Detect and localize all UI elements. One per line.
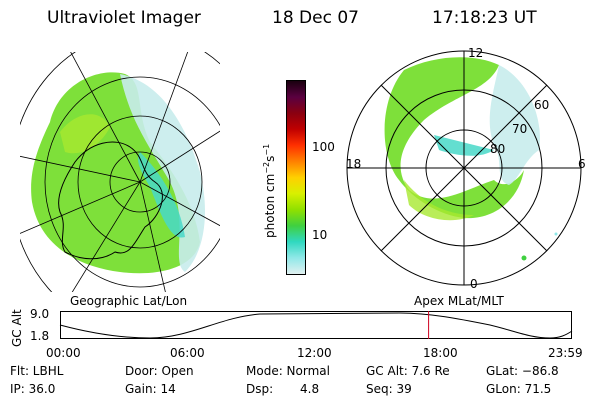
- mlt-label-12: 12: [468, 46, 484, 60]
- geo-panel-caption: Geographic Lat/Lon: [70, 294, 188, 308]
- xtick-2359: 23:59: [548, 346, 583, 360]
- altitude-ylabel: GC Alt: [10, 309, 24, 347]
- polar-map: [346, 50, 582, 286]
- mlat-label-60: 60: [534, 98, 550, 112]
- xtick-1800: 18:00: [423, 346, 458, 360]
- status-dsp-value: 4.8: [300, 382, 320, 396]
- mlt-label-0: 0: [470, 277, 478, 291]
- xtick-0600: 06:00: [170, 346, 205, 360]
- status-gain: Gain: 14: [125, 382, 176, 396]
- colorbar-unit-label: photon cm−2s−1: [262, 144, 277, 238]
- status-filter: Flt: LBHL: [10, 364, 64, 378]
- status-ip: IP: 36.0: [10, 382, 56, 396]
- mlat-label-70: 70: [512, 122, 528, 136]
- status-door: Door: Open: [125, 364, 194, 378]
- mlat-label-80: 80: [490, 142, 506, 156]
- xtick-0000: 00:00: [46, 346, 81, 360]
- status-seq: Seq: 39: [366, 382, 412, 396]
- unit-mid: s: [263, 155, 277, 162]
- altitude-ymin: 1.8: [30, 329, 50, 343]
- polar-aurora-region: [384, 57, 524, 219]
- altitude-curve: [59, 312, 573, 339]
- mlt-label-18: 18: [346, 157, 362, 171]
- colorbar-tick-100: 100: [312, 140, 335, 154]
- instrument-title: Ultraviolet Imager: [47, 8, 201, 28]
- unit-exp2: −1: [262, 143, 271, 156]
- altitude-plot: [59, 311, 573, 339]
- status-dsp-label: Dsp:: [246, 382, 274, 396]
- polar-panel-caption: Apex MLat/MLT: [414, 294, 504, 308]
- status-glon: GLon: 71.5: [486, 382, 552, 396]
- colorbar: [286, 80, 306, 275]
- xtick-1200: 12:00: [297, 346, 332, 360]
- time-label: 17:18:23 UT: [432, 8, 537, 28]
- unit-base: photon cm: [263, 173, 277, 238]
- altitude-ymax: 9.0: [30, 307, 50, 321]
- mlt-label-6: 6: [578, 157, 586, 171]
- continent-outline: [58, 141, 163, 260]
- colorbar-tick-10: 10: [312, 228, 328, 242]
- geographic-map: [20, 52, 220, 292]
- status-glat: GLat: −86.8: [486, 364, 559, 378]
- date-label: 18 Dec 07: [272, 8, 359, 28]
- unit-exp1: −2: [262, 161, 271, 174]
- status-gc-alt: GC Alt: 7.6 Re: [366, 364, 450, 378]
- status-mode: Mode: Normal: [246, 364, 330, 378]
